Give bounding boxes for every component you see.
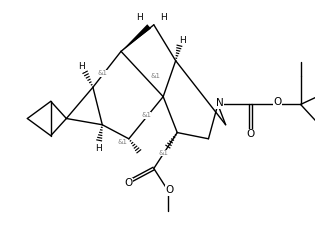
Text: &1: &1 [158, 150, 168, 156]
Text: H: H [179, 36, 186, 45]
Text: &1: &1 [118, 139, 127, 145]
Text: O: O [273, 97, 281, 107]
Text: O: O [165, 185, 173, 195]
Text: H: H [136, 13, 143, 22]
Text: &1: &1 [141, 112, 151, 118]
Polygon shape [121, 24, 151, 51]
Text: O: O [125, 178, 133, 188]
Text: &1: &1 [150, 73, 160, 79]
Text: H: H [95, 144, 102, 153]
Text: H: H [160, 13, 166, 22]
Text: H: H [78, 63, 84, 72]
Text: &1: &1 [97, 70, 107, 76]
Text: O: O [247, 129, 255, 139]
Text: N: N [216, 98, 223, 108]
